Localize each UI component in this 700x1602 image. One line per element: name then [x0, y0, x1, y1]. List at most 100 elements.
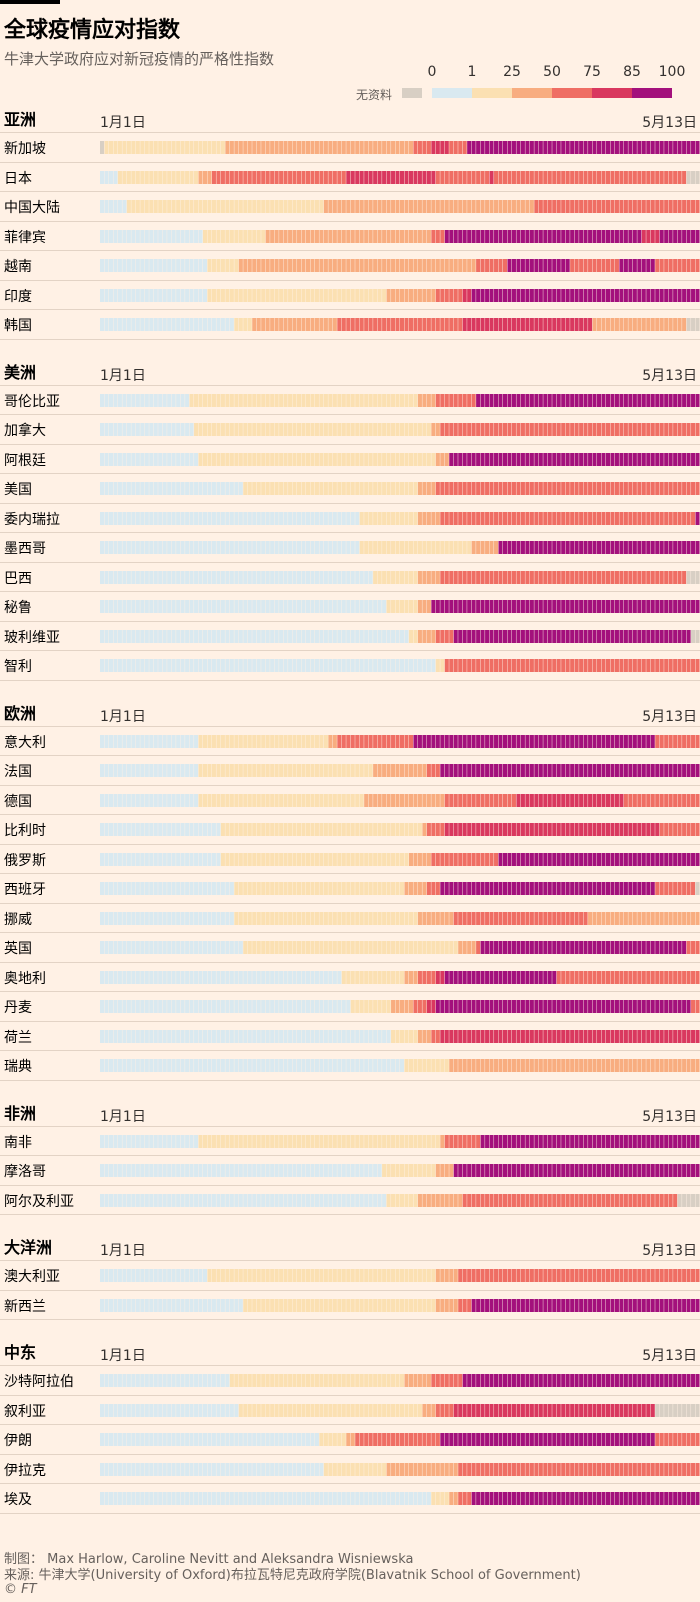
- day-cell: [270, 629, 275, 643]
- day-cell: [632, 1134, 637, 1148]
- country-label: 玻利维亚: [4, 629, 60, 646]
- day-cell: [435, 734, 440, 748]
- day-cell: [691, 793, 696, 807]
- day-cell: [189, 393, 194, 407]
- day-cell: [682, 1298, 687, 1312]
- day-cell: [265, 1164, 270, 1177]
- day-cell: [431, 1193, 436, 1207]
- day-cell: [440, 1403, 445, 1417]
- day-cell: [449, 288, 454, 302]
- day-cell: [453, 541, 458, 554]
- day-cell: [153, 1059, 158, 1072]
- day-cell: [538, 200, 543, 213]
- day-cell: [288, 259, 293, 272]
- day-cell: [511, 629, 516, 643]
- day-cell: [274, 600, 279, 613]
- day-cell: [417, 793, 422, 807]
- day-cell: [552, 629, 557, 643]
- day-cell: [632, 541, 637, 554]
- day-cell: [104, 288, 109, 302]
- day-cell: [265, 852, 270, 866]
- day-cell: [547, 1059, 552, 1072]
- day-cell: [198, 393, 203, 407]
- day-cell: [668, 1403, 673, 1417]
- day-cell: [570, 482, 575, 495]
- day-cell: [449, 1134, 454, 1148]
- day-cell: [431, 1164, 436, 1177]
- day-cell: [158, 852, 163, 866]
- day-cell: [341, 1134, 346, 1148]
- day-cell: [547, 393, 552, 407]
- day-cell: [413, 600, 418, 613]
- day-cell: [471, 423, 476, 436]
- day-cell: [431, 288, 436, 302]
- day-cell: [364, 734, 369, 748]
- day-cell: [570, 200, 575, 213]
- day-cell: [565, 393, 570, 407]
- day-cell: [547, 1000, 552, 1013]
- day-cell: [265, 659, 270, 672]
- day-cell: [417, 941, 422, 954]
- day-cell: [386, 734, 391, 748]
- day-cell: [243, 734, 248, 748]
- day-cell: [207, 852, 212, 866]
- day-cell: [135, 288, 140, 302]
- day-cell: [113, 1269, 118, 1282]
- day-cell: [135, 141, 140, 154]
- day-cell: [220, 1000, 225, 1013]
- day-cell: [440, 793, 445, 807]
- day-cell: [332, 911, 337, 925]
- day-cell: [350, 393, 355, 407]
- day-cell: [561, 1164, 566, 1177]
- day-cell: [225, 941, 230, 954]
- day-cell: [216, 482, 221, 495]
- day-cell: [108, 970, 113, 984]
- day-cell: [337, 452, 342, 466]
- legend-nodata-swatch: [402, 88, 422, 98]
- day-cell: [646, 1134, 651, 1148]
- day-cell: [194, 1403, 199, 1417]
- day-cell: [153, 941, 158, 954]
- day-cell: [131, 1000, 136, 1013]
- day-cell: [180, 1029, 185, 1043]
- day-cell: [158, 1193, 163, 1207]
- day-cell: [319, 452, 324, 466]
- day-cell: [117, 570, 122, 584]
- day-cell: [314, 482, 319, 495]
- day-cell: [588, 793, 593, 807]
- day-cell: [561, 259, 566, 272]
- day-cell: [270, 170, 275, 184]
- day-cell: [270, 852, 275, 866]
- day-cell: [695, 1193, 700, 1207]
- day-cell: [453, 1269, 458, 1282]
- day-cell: [359, 229, 364, 243]
- row-divider: [0, 191, 700, 192]
- day-cell: [449, 823, 454, 836]
- day-cell: [556, 941, 561, 954]
- day-cell: [413, 1029, 418, 1043]
- day-cell: [583, 734, 588, 748]
- day-cell: [655, 423, 660, 436]
- day-cell: [543, 970, 548, 984]
- day-cell: [619, 823, 624, 836]
- day-cell: [355, 823, 360, 836]
- day-cell: [355, 1164, 360, 1177]
- day-cell: [462, 288, 467, 302]
- day-cell: [158, 452, 163, 466]
- day-cell: [100, 1134, 105, 1148]
- day-cell: [323, 1000, 328, 1013]
- day-cell: [574, 659, 579, 672]
- day-cell: [319, 1403, 324, 1417]
- day-cell: [117, 1059, 122, 1072]
- day-cell: [664, 1403, 669, 1417]
- country-bar: [100, 629, 700, 643]
- day-cell: [274, 882, 279, 895]
- day-cell: [350, 852, 355, 866]
- day-cell: [167, 1193, 172, 1207]
- day-cell: [614, 1164, 619, 1177]
- day-cell: [588, 970, 593, 984]
- day-cell: [319, 941, 324, 954]
- day-cell: [202, 1134, 208, 1148]
- day-cell: [158, 1298, 163, 1312]
- day-cell: [194, 941, 199, 954]
